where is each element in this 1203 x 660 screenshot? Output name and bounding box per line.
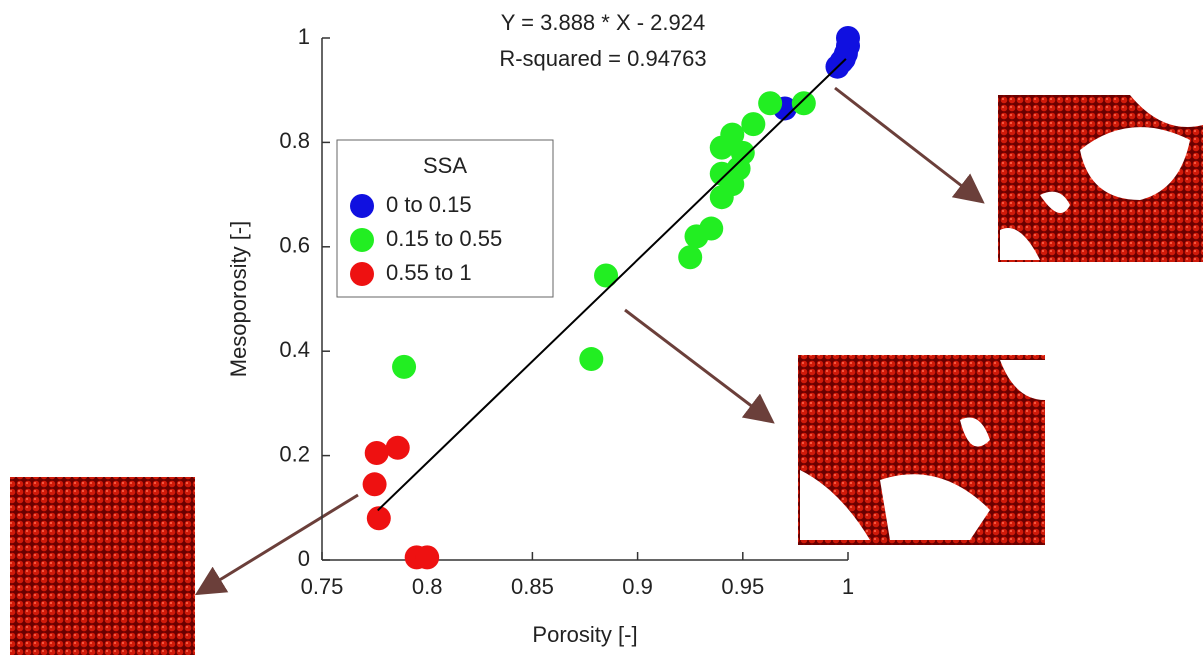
y-tick-label: 0.8 [279,128,310,153]
point [415,545,440,570]
image-dense [10,477,195,655]
point [594,263,619,288]
arrow [194,493,359,596]
image-porous [998,95,1203,262]
x-tick-label: 0.9 [622,574,653,599]
x-tick-label: 0.85 [511,574,554,599]
legend-label: 0.55 to 1 [386,260,472,285]
legend-label: 0.15 to 0.55 [386,226,502,251]
image-mid [798,355,1045,545]
point [392,354,417,379]
point [831,46,856,71]
point [741,112,766,137]
legend-marker [350,228,374,252]
point [709,185,734,210]
point [366,506,391,531]
point [362,472,387,497]
x-tick-label: 0.95 [721,574,764,599]
point [678,245,703,270]
y-axis-label: Mesoporosity [-] [226,221,251,378]
equation: Y = 3.888 * X - 2.924 [501,10,705,35]
legend-marker [350,262,374,286]
y-tick-label: 0.2 [279,441,310,466]
point [709,135,734,160]
x-tick-label: 0.75 [301,574,344,599]
point [791,91,816,116]
y-tick-label: 0.6 [279,233,310,258]
x-tick-label: 0.8 [412,574,443,599]
fit-line [377,58,847,512]
point [364,440,389,465]
x-axis-label: Porosity [-] [532,622,637,647]
legend-label: 0 to 0.15 [386,192,472,217]
y-tick-label: 1 [298,24,310,49]
y-tick-label: 0.4 [279,337,310,362]
point [579,347,604,372]
arrow [624,308,775,424]
point [385,435,410,460]
legend-marker [350,194,374,218]
point [684,224,709,249]
r-squared: R-squared = 0.94763 [499,46,706,71]
x-tick-label: 1 [842,574,854,599]
y-tick-label: 0 [298,546,310,571]
legend-title: SSA [423,153,467,178]
point [758,91,783,116]
arrow [834,86,985,204]
